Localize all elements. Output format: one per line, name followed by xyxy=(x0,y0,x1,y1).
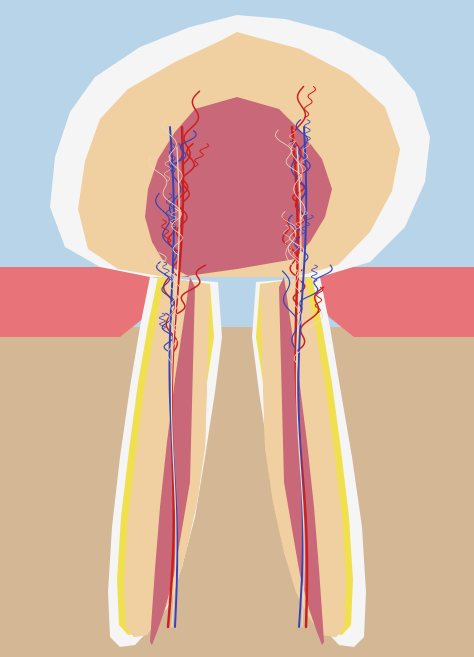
Polygon shape xyxy=(260,277,346,637)
Polygon shape xyxy=(252,277,366,647)
Polygon shape xyxy=(314,257,474,337)
Polygon shape xyxy=(108,277,222,647)
Polygon shape xyxy=(0,257,160,337)
Polygon shape xyxy=(260,277,346,637)
Polygon shape xyxy=(124,277,210,637)
Polygon shape xyxy=(50,15,430,277)
Polygon shape xyxy=(279,277,324,645)
Polygon shape xyxy=(0,327,474,657)
Polygon shape xyxy=(150,277,195,645)
Polygon shape xyxy=(78,32,400,277)
Polygon shape xyxy=(117,277,214,635)
Polygon shape xyxy=(256,277,353,635)
Polygon shape xyxy=(145,97,332,277)
Polygon shape xyxy=(124,277,210,637)
